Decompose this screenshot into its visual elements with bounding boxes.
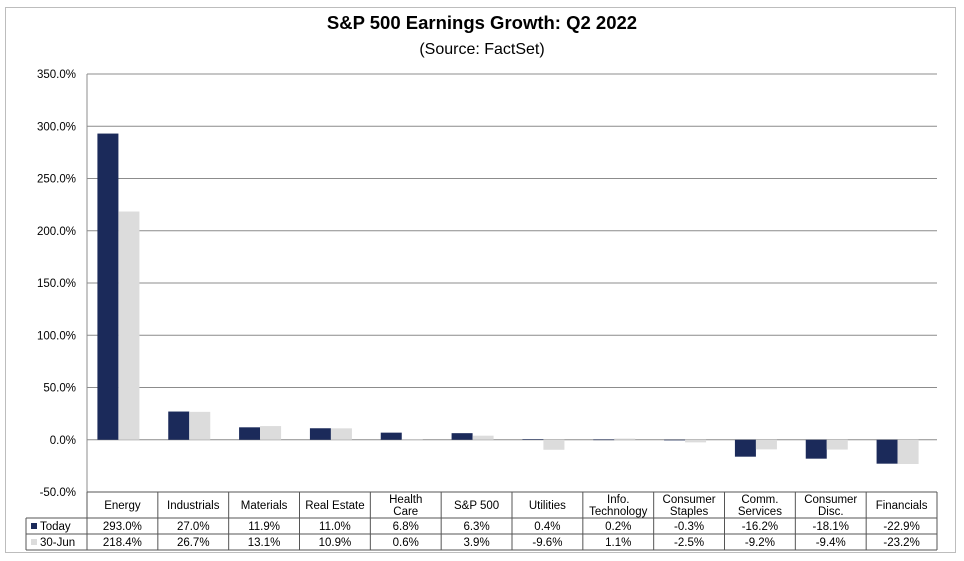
category-label: Energy bbox=[104, 500, 141, 512]
y-tick-label: 100.0% bbox=[37, 330, 76, 342]
bar-30-jun bbox=[614, 438, 636, 440]
data-label: 11.9% bbox=[248, 521, 280, 533]
data-label: 293.0% bbox=[103, 521, 142, 533]
bar-30-jun bbox=[260, 426, 282, 440]
category-label: Consumer bbox=[663, 494, 716, 506]
category-label: Real Estate bbox=[305, 500, 364, 512]
bar-today bbox=[451, 433, 473, 440]
y-tick-label: 50.0% bbox=[43, 383, 76, 395]
bar-today bbox=[522, 439, 544, 440]
data-label: 26.7% bbox=[177, 537, 210, 549]
legend-swatch-30-jun bbox=[31, 539, 37, 545]
data-label: 13.1% bbox=[248, 537, 281, 549]
category-label: Comm. bbox=[741, 494, 778, 506]
y-tick-label: 250.0% bbox=[37, 174, 76, 186]
category-label: Materials bbox=[241, 500, 288, 512]
y-tick-label: 0.0% bbox=[50, 435, 76, 447]
category-label: Financials bbox=[876, 500, 928, 512]
legend-label-today: Today bbox=[40, 521, 71, 533]
data-label: -9.4% bbox=[816, 537, 846, 549]
category-label: Info. bbox=[607, 494, 629, 506]
data-label: -23.2% bbox=[883, 537, 919, 549]
data-label: 0.4% bbox=[534, 521, 560, 533]
bar-30-jun bbox=[826, 439, 848, 450]
bar-30-jun bbox=[543, 439, 565, 450]
data-label: -2.5% bbox=[674, 537, 704, 549]
data-label: -22.9% bbox=[883, 521, 919, 533]
bar-today bbox=[805, 439, 827, 459]
category-label: Disc. bbox=[818, 506, 844, 518]
category-label: Health bbox=[389, 494, 422, 506]
y-tick-label: 200.0% bbox=[37, 226, 76, 238]
y-tick-label: 350.0% bbox=[37, 69, 76, 81]
data-label: 0.6% bbox=[393, 537, 419, 549]
bar-today bbox=[239, 427, 261, 440]
category-label: Technology bbox=[589, 506, 647, 518]
legend-label-30-jun: 30-Jun bbox=[40, 537, 75, 549]
data-label: 3.9% bbox=[463, 537, 489, 549]
data-label: 0.2% bbox=[605, 521, 631, 533]
category-label: Industrials bbox=[167, 500, 220, 512]
category-label: Care bbox=[393, 506, 418, 518]
bar-30-jun bbox=[330, 428, 352, 440]
bar-today bbox=[664, 439, 686, 441]
chart-title: S&P 500 Earnings Growth: Q2 2022 bbox=[326, 12, 638, 33]
y-tick-label: -50.0% bbox=[40, 487, 76, 499]
bar-30-jun bbox=[897, 439, 919, 464]
bar-30-jun bbox=[755, 439, 777, 450]
data-label: -18.1% bbox=[813, 521, 849, 533]
data-label: -9.2% bbox=[745, 537, 775, 549]
chart-subtitle: (Source: FactSet) bbox=[419, 41, 545, 58]
data-label: 6.3% bbox=[463, 521, 489, 533]
category-label: Staples bbox=[670, 506, 709, 518]
chart-frame bbox=[5, 7, 956, 553]
bar-today bbox=[876, 439, 898, 464]
bar-30-jun bbox=[472, 435, 494, 440]
bar-30-jun bbox=[118, 211, 140, 440]
data-label: 10.9% bbox=[319, 537, 352, 549]
data-label: 218.4% bbox=[103, 537, 142, 549]
bar-today bbox=[168, 411, 190, 440]
bar-today bbox=[309, 428, 331, 440]
bar-today bbox=[734, 439, 756, 457]
data-label: -16.2% bbox=[742, 521, 778, 533]
bar-today bbox=[593, 439, 615, 441]
legend-swatch-today bbox=[31, 523, 37, 529]
bar-today bbox=[380, 432, 402, 440]
category-label: Consumer bbox=[804, 494, 857, 506]
bar-today bbox=[97, 133, 119, 440]
bar-30-jun bbox=[401, 439, 423, 440]
data-label: -9.6% bbox=[532, 537, 562, 549]
category-label: S&P 500 bbox=[454, 500, 499, 512]
data-label: 1.1% bbox=[605, 537, 631, 549]
y-tick-label: 150.0% bbox=[37, 278, 76, 290]
data-label: 11.0% bbox=[319, 521, 351, 533]
y-tick-label: 300.0% bbox=[37, 121, 76, 133]
category-label: Utilities bbox=[529, 500, 566, 512]
bar-30-jun bbox=[685, 439, 707, 443]
data-label: 6.8% bbox=[393, 521, 419, 533]
bar-30-jun bbox=[189, 411, 211, 440]
data-label: -0.3% bbox=[674, 521, 704, 533]
data-label: 27.0% bbox=[177, 521, 210, 533]
category-label: Services bbox=[738, 506, 782, 518]
